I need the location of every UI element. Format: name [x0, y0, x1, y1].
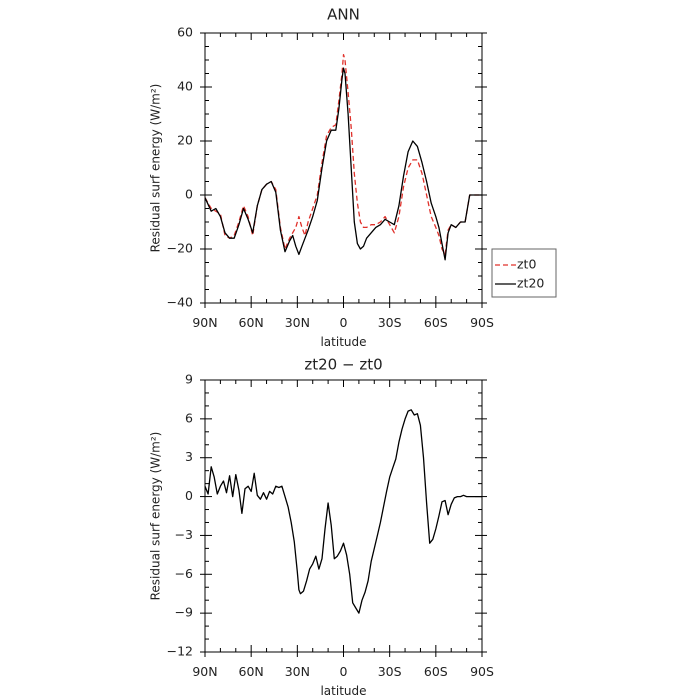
x-tick-label: 0 — [340, 664, 348, 679]
y-tick-label: −12 — [167, 644, 193, 659]
y-tick-label: 60 — [177, 25, 193, 40]
x-tick-label: 90N — [192, 664, 217, 679]
y-tick-label: 0 — [185, 488, 193, 503]
y-tick-label: 0 — [185, 187, 193, 202]
x-tick-label: 60N — [239, 315, 264, 330]
legend-box — [491, 248, 557, 298]
y-axis-ticks: −12 −9 −6 −3 0 3 6 9 — [167, 372, 487, 659]
chart-title: ANN — [327, 6, 360, 24]
y-tick-label: −20 — [167, 241, 193, 256]
x-tick-label: 30S — [378, 315, 402, 330]
x-tick-label: 90S — [470, 664, 494, 679]
legend-label-zt20: zt20 — [517, 276, 544, 291]
x-tick-label: 30N — [285, 664, 310, 679]
plot-frame — [204, 379, 483, 653]
y-tick-label: −9 — [175, 605, 193, 620]
y-tick-label: 20 — [177, 133, 193, 148]
y-tick-label: −6 — [175, 566, 193, 581]
x-tick-label: 60N — [239, 664, 264, 679]
y-axis-ticks: −40 −20 0 20 40 60 — [167, 25, 487, 310]
x-tick-label: 90S — [470, 315, 494, 330]
x-tick-label: 0 — [340, 315, 348, 330]
x-axis-label: latitude — [320, 335, 366, 349]
y-axis-label: Residual surf energy (W/m²) — [149, 432, 163, 601]
x-tick-label: 60S — [424, 664, 448, 679]
chart-panel-1: ANN 90N 60N 30N 0 30S 60S 90S −40 −20 0 20 40 60 latit… — [149, 6, 557, 349]
plot-frame — [204, 32, 483, 304]
x-axis-ticks: 90N 60N 30N 0 30S 60S 90S — [192, 33, 494, 330]
x-tick-label: 30S — [378, 664, 402, 679]
y-axis-label: Residual surf energy (W/m²) — [149, 84, 163, 253]
y-tick-label: 9 — [185, 372, 193, 387]
x-axis-ticks: 90N 60N 30N 0 30S 60S 90S — [192, 380, 494, 679]
y-tick-label: −40 — [167, 295, 193, 310]
y-tick-label: 6 — [185, 410, 193, 425]
series-line-zt0 — [204, 53, 482, 256]
x-tick-label: 90N — [192, 315, 217, 330]
x-tick-label: 60S — [424, 315, 448, 330]
x-axis-label: latitude — [320, 684, 366, 698]
chart-title: zt20 − zt0 — [304, 356, 382, 374]
y-tick-label: −3 — [175, 527, 193, 542]
series-line-diff-0 — [204, 409, 482, 614]
x-tick-label: 30N — [285, 315, 310, 330]
y-tick-label: 40 — [177, 79, 193, 94]
y-tick-label: 3 — [185, 449, 193, 464]
legend: zt0 zt20 — [491, 248, 557, 298]
chart-panel-2: zt20 − zt0 90N 60N 30N 0 30S 60S 90S −12 −9 −6 −3 0 3… — [149, 356, 494, 699]
legend-label-zt0: zt0 — [517, 257, 536, 272]
series-line-zt20 — [204, 67, 482, 261]
